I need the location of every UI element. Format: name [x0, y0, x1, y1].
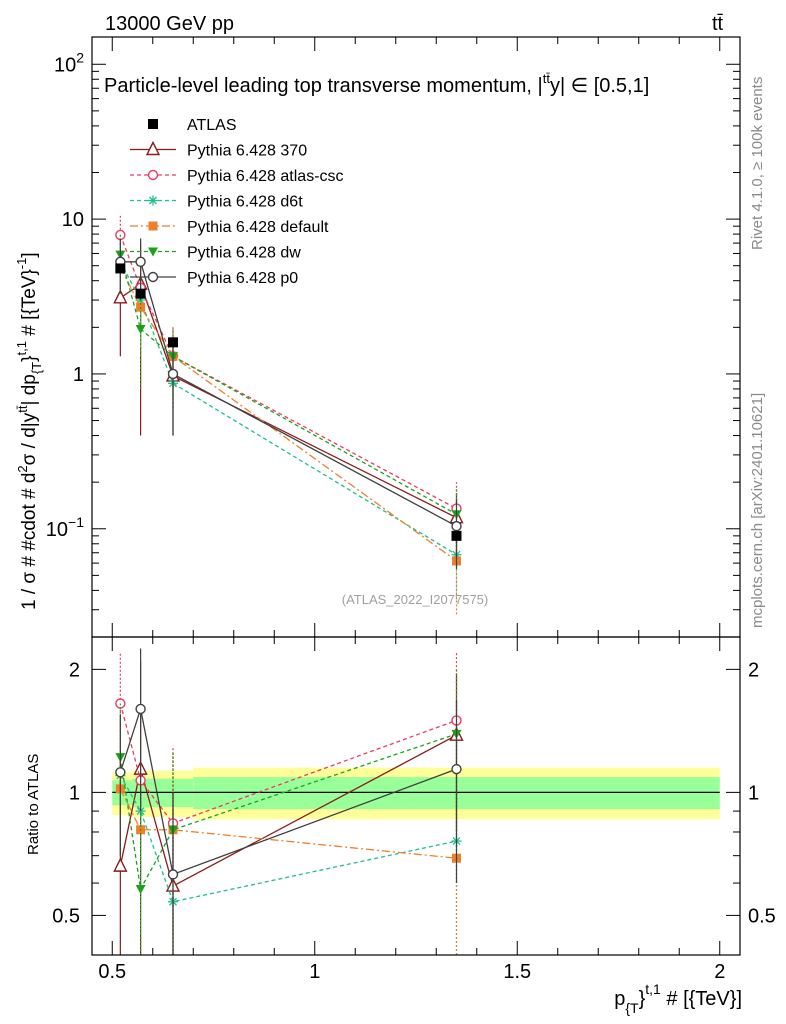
- legend-label: Pythia 6.428 370: [187, 143, 307, 160]
- ratio-y-tick-label-right: 0.5: [748, 905, 776, 927]
- atlas-data-point: [451, 530, 462, 541]
- series-point: [167, 368, 179, 380]
- main-y-tick-label: 10−1: [46, 514, 84, 541]
- main-y-tick-base: 1: [73, 364, 84, 386]
- ratio-series-point: [167, 869, 179, 880]
- analysis-id-label: (ATLAS_2022_I2077575): [342, 592, 488, 607]
- atlas-data-point: [115, 263, 126, 274]
- title-sup: tt̄: [543, 71, 551, 86]
- ratio-series-line: [119, 788, 457, 859]
- ratio-series-2: [115, 720, 462, 955]
- legend-marker: [148, 221, 158, 231]
- legend-label: Pythia 6.428 atlas-csc: [187, 168, 344, 185]
- main-y-tick-label: 1: [73, 364, 84, 386]
- legend-entry: Pythia 6.428 d6t: [130, 194, 303, 211]
- ratio-series-point: [451, 763, 462, 775]
- series-line: [119, 283, 457, 519]
- title-y: y: [550, 75, 560, 97]
- x-tick-label: 2: [714, 961, 725, 983]
- title-suffix: | ∈ [0.5,1]: [560, 75, 649, 97]
- main-y-tick-label: 10: [62, 209, 84, 231]
- legend-entry: Pythia 6.428 atlas-csc: [130, 168, 344, 185]
- ratio-series-point: [135, 703, 146, 715]
- main-y-tick-exp: −1: [68, 514, 84, 530]
- legend-marker: [147, 271, 159, 283]
- plot-title: Particle-level leading top transverse mo…: [104, 71, 649, 97]
- main-y-tick-label: 102: [54, 49, 84, 76]
- ratio-series-point: [113, 857, 128, 872]
- ratio-plot-content: [112, 648, 720, 955]
- legend-entry: Pythia 6.428 p0: [130, 270, 298, 287]
- energy-label: 13000 GeV pp: [105, 13, 234, 35]
- legend: ATLAS Pythia 6.428 370 Pythia 6.428 atlas-…: [130, 117, 344, 287]
- series-point: [135, 325, 146, 335]
- ratio-y-ticks: 0.5 0.5 1 1 2 2: [52, 659, 776, 956]
- legend-marker: [148, 195, 158, 206]
- series-3: [115, 243, 461, 615]
- x-tick-label: 1: [309, 961, 320, 983]
- legend-marker: [145, 140, 161, 156]
- process-label: tt̄: [712, 13, 724, 35]
- ratio-series-line: [119, 703, 457, 825]
- ratio-series-line: [119, 734, 457, 887]
- ratio-series-line: [119, 733, 457, 892]
- ratio-y-tick-label-right: 2: [748, 659, 759, 681]
- ratio-series-5: [115, 648, 462, 955]
- main-y-tick-base: 10: [62, 209, 84, 231]
- series-point: [113, 289, 128, 304]
- legend-label: Pythia 6.428 dw: [187, 245, 301, 262]
- x-tick-label: 0.5: [98, 961, 126, 983]
- series-line: [119, 254, 457, 515]
- legend-label: Pythia 6.428 d6t: [187, 194, 303, 211]
- atlas-data-point: [135, 288, 146, 299]
- ratio-panel: 0.5 0.5 1 1 2 2 0.5 1 1.5 2 Ratio to ATLAS p{T}t…: [25, 636, 776, 1016]
- series-5: [115, 238, 462, 569]
- legend-label: Pythia 6.428 default: [187, 219, 329, 236]
- x-axis-label: p{T}t,1 # [{TeV}]: [614, 981, 742, 1016]
- series-line: [119, 261, 457, 556]
- main-plot-content: [113, 215, 464, 615]
- main-y-tick-base: 10: [54, 54, 76, 76]
- legend-marker-stroke: [149, 196, 157, 205]
- legend-entry: Pythia 6.428 default: [130, 219, 329, 236]
- ratio-series-point: [135, 885, 146, 895]
- ratio-series-line: [119, 708, 457, 876]
- legend-label: ATLAS: [187, 117, 237, 134]
- atlas-data-point: [168, 337, 178, 348]
- mcplots-label: mcplots.cern.ch [arXiv:2401.10621]: [749, 393, 766, 628]
- main-y-tick-exp: 2: [76, 49, 84, 65]
- ratio-y-tick-label-left: 2: [69, 659, 80, 681]
- legend-entry: ATLAS: [148, 117, 237, 134]
- main-y-tick-base: 10: [46, 519, 68, 541]
- main-y-axis-label: 1 / σ # #cdot # d2σ / d|ytt̄| dp{T}t,1 #…: [14, 252, 44, 610]
- legend-marker: [147, 169, 159, 181]
- series-0: [113, 243, 464, 553]
- title-prefix: Particle-level leading top transverse mo…: [104, 75, 543, 97]
- series-point: [451, 520, 462, 532]
- legend-entry: Pythia 6.428 dw: [130, 245, 301, 262]
- ratio-y-tick-label-left: 0.5: [52, 905, 80, 927]
- ratio-series-line: [119, 775, 457, 903]
- ratio-y-axis-label: Ratio to ATLAS: [25, 754, 42, 855]
- legend-label: Pythia 6.428 p0: [187, 270, 298, 287]
- legend-marker: [148, 247, 158, 257]
- legend-marker: [148, 119, 158, 129]
- main-x-ticks: [111, 37, 721, 637]
- rivet-version-label: Rivet 4.1.0, ≥ 100k events: [749, 77, 766, 250]
- series-line: [120, 261, 457, 527]
- series-line: [119, 266, 457, 562]
- series-2: [115, 243, 462, 600]
- ratio-x-ticks: 0.5 1 1.5 2: [98, 637, 725, 983]
- ratio-y-tick-label-left: 1: [69, 782, 80, 804]
- ratio-frame: [91, 636, 741, 956]
- ratio-y-tick-label-right: 1: [748, 782, 759, 804]
- series-point: [135, 256, 146, 267]
- legend-entry: Pythia 6.428 370: [130, 140, 307, 160]
- ratio-series-point: [115, 767, 126, 778]
- x-tick-label: 1.5: [503, 961, 531, 983]
